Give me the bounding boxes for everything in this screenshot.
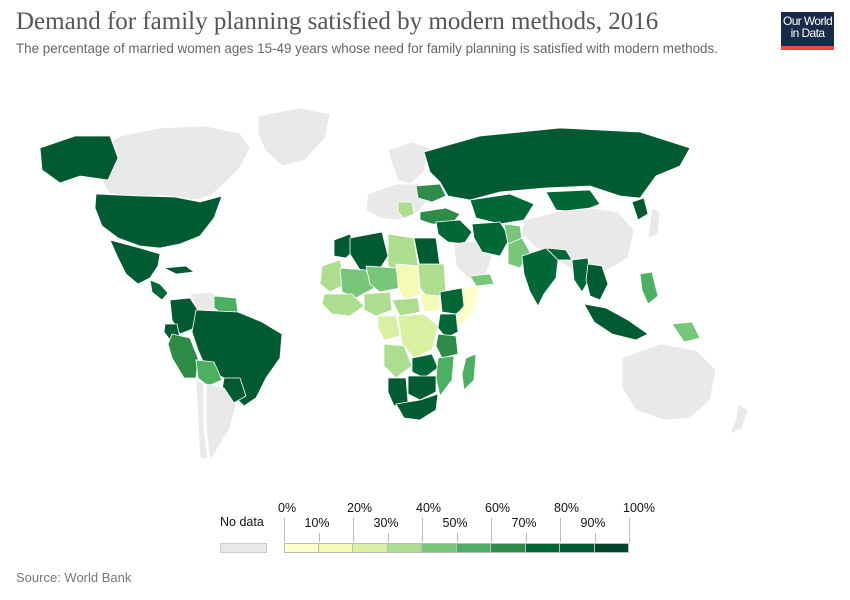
map-region-madagascar[interactable] bbox=[461, 353, 477, 391]
legend-lower-label: 90% bbox=[580, 516, 606, 530]
map-region-angola[interactable] bbox=[383, 343, 413, 379]
map-region-mauritania[interactable] bbox=[319, 259, 347, 293]
map-region-greenland[interactable] bbox=[257, 107, 331, 167]
legend-upper-label: 60% bbox=[485, 501, 511, 515]
legend-upper-label: 80% bbox=[554, 501, 580, 515]
legend-lower-label: 10% bbox=[304, 516, 330, 530]
map-region-chile[interactable] bbox=[195, 379, 209, 458]
legend-bin-swatch[interactable] bbox=[560, 543, 595, 553]
map-region-botswana-and-zimbabwe[interactable] bbox=[407, 375, 437, 401]
legend-upper-label: 0% bbox=[278, 501, 297, 515]
map-region-nigeria[interactable] bbox=[363, 291, 393, 317]
map-region-chad[interactable] bbox=[395, 263, 421, 301]
map-region-balkans[interactable] bbox=[397, 201, 415, 219]
map-region-dr-congo[interactable] bbox=[397, 313, 439, 359]
map-region-kenya[interactable] bbox=[437, 313, 459, 339]
legend-bin-swatch[interactable] bbox=[318, 543, 353, 553]
map-region-congo-basin[interactable] bbox=[377, 315, 401, 341]
legend-tick bbox=[422, 518, 423, 542]
map-region-papua-new-guinea[interactable] bbox=[671, 321, 701, 343]
world-map[interactable] bbox=[0, 88, 850, 458]
map-region-brazil[interactable] bbox=[191, 309, 283, 407]
map-region-philippines[interactable] bbox=[639, 271, 659, 305]
map-region-new-zealand[interactable] bbox=[729, 403, 749, 435]
map-region-niger[interactable] bbox=[365, 265, 401, 293]
map-region-canada[interactable] bbox=[99, 125, 251, 201]
legend-upper-label: 100% bbox=[623, 501, 655, 515]
legend-tick bbox=[629, 518, 630, 542]
map-region-south-sudan[interactable] bbox=[419, 293, 441, 313]
source-note[interactable]: Source: World Bank bbox=[16, 570, 132, 585]
legend-lower-label: 30% bbox=[373, 516, 399, 530]
legend-lower-label: 70% bbox=[511, 516, 537, 530]
map-region-alaska[interactable] bbox=[39, 135, 119, 184]
legend-bin-swatch[interactable] bbox=[284, 543, 319, 553]
legend-tick bbox=[560, 518, 561, 542]
map-region-russia[interactable] bbox=[423, 127, 691, 201]
map-region-central-america[interactable] bbox=[149, 279, 169, 301]
legend-tick bbox=[284, 518, 285, 542]
map-region-yemen[interactable] bbox=[469, 273, 495, 287]
legend-bin-swatch[interactable] bbox=[525, 543, 560, 553]
logo-accent-bar bbox=[781, 46, 834, 50]
map-region-mexico[interactable] bbox=[109, 239, 161, 285]
legend-bin-swatch[interactable] bbox=[456, 543, 491, 553]
map-region-mali[interactable] bbox=[339, 267, 375, 299]
map-region-japan[interactable] bbox=[647, 207, 661, 239]
map-region-cuba[interactable] bbox=[162, 265, 196, 275]
legend-tick bbox=[594, 533, 596, 542]
legend-tick bbox=[353, 518, 354, 542]
legend-bin-swatch[interactable] bbox=[353, 543, 388, 553]
map-region-tanzania[interactable] bbox=[435, 333, 459, 359]
map-region-mozambique[interactable] bbox=[435, 355, 455, 397]
map-region-zambia[interactable] bbox=[411, 353, 439, 379]
map-region-indonesia[interactable] bbox=[583, 303, 649, 341]
map-region-peru[interactable] bbox=[167, 333, 199, 379]
legend-bin-swatch[interactable] bbox=[422, 543, 457, 553]
legend-no-data-label: No data bbox=[220, 515, 264, 529]
legend-tick bbox=[387, 533, 389, 542]
legend-bin-swatch[interactable] bbox=[387, 543, 422, 553]
map-region-somalia[interactable] bbox=[451, 285, 481, 329]
map-region-ukraine[interactable] bbox=[415, 183, 447, 203]
map-region-united-states[interactable] bbox=[94, 193, 223, 249]
map-region-south-africa[interactable] bbox=[395, 393, 439, 421]
logo-line-1: Our World bbox=[782, 14, 833, 28]
legend-tick bbox=[456, 533, 458, 542]
map-region-iran[interactable] bbox=[471, 221, 511, 257]
legend-tick bbox=[318, 533, 320, 542]
map-region-bolivia[interactable] bbox=[195, 359, 223, 387]
map-region-argentina[interactable] bbox=[205, 383, 237, 458]
map-region-scandinavia[interactable] bbox=[387, 141, 431, 185]
map-region-australia[interactable] bbox=[621, 343, 717, 421]
legend-tick bbox=[491, 518, 492, 542]
map-region-west-africa-coast[interactable] bbox=[321, 293, 365, 317]
legend-bin-swatch[interactable] bbox=[594, 543, 629, 553]
legend-no-data-swatch[interactable] bbox=[220, 543, 267, 553]
owid-logo[interactable]: Our World in Data bbox=[781, 12, 834, 50]
map-region-myanmar[interactable] bbox=[571, 257, 591, 293]
legend-upper-label: 20% bbox=[347, 501, 373, 515]
map-region-central-african-republic[interactable] bbox=[391, 297, 421, 317]
legend-bin-swatch[interactable] bbox=[491, 543, 526, 553]
map-region-thailand-and-vietnam[interactable] bbox=[585, 263, 609, 301]
map-region-north-korea[interactable] bbox=[631, 197, 649, 221]
legend-lower-label: 50% bbox=[442, 516, 468, 530]
legend-upper-label: 40% bbox=[416, 501, 442, 515]
legend-tick bbox=[525, 533, 527, 542]
logo-line-2: in Data bbox=[790, 26, 825, 40]
chart-title: Demand for family planning satisfied by … bbox=[16, 8, 659, 35]
chart-subtitle: The percentage of married women ages 15-… bbox=[16, 41, 718, 56]
